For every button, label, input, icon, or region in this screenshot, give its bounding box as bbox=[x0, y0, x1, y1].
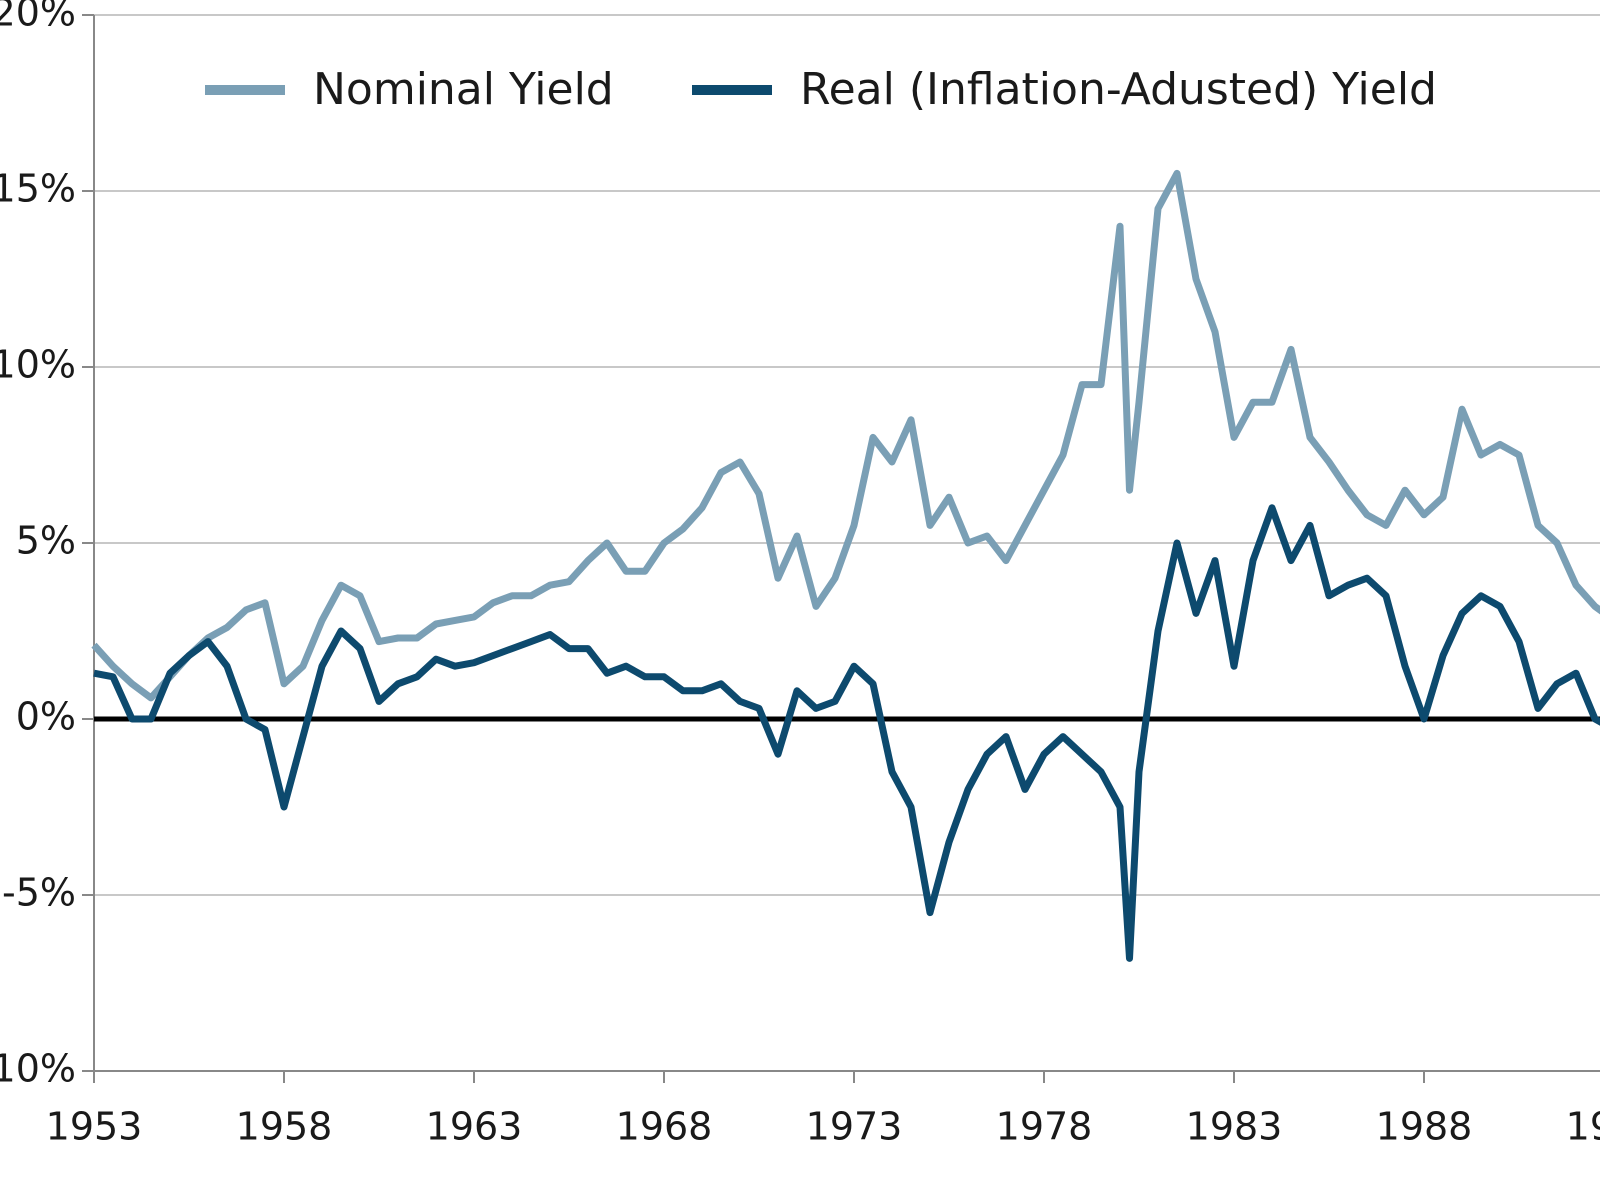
y-tick-label: 15% bbox=[0, 167, 76, 211]
y-tick-label: 5% bbox=[16, 519, 76, 563]
legend-label: Real (Inflation-Adusted) Yield bbox=[800, 64, 1437, 115]
x-tick-label: 1958 bbox=[236, 1105, 333, 1149]
x-tick-label: 1963 bbox=[426, 1105, 523, 1149]
y-tick-label: 0% bbox=[16, 695, 76, 739]
x-tick-label: 1968 bbox=[616, 1105, 713, 1149]
x-tick-label: 1978 bbox=[996, 1105, 1093, 1149]
y-tick-label: 20% bbox=[0, 0, 76, 35]
x-tick-label: 1973 bbox=[806, 1105, 903, 1149]
series-line bbox=[93, 504, 1600, 962]
y-tick-label: -5% bbox=[2, 871, 76, 915]
x-tick-label: 1953 bbox=[46, 1105, 143, 1149]
y-tick-label: -10% bbox=[0, 1047, 76, 1091]
legend-label: Nominal Yield bbox=[313, 64, 614, 115]
series-line bbox=[91, 169, 1600, 702]
x-tick-label: 1993 bbox=[1566, 1105, 1600, 1149]
y-tick-label: 10% bbox=[0, 343, 76, 387]
x-tick-label: 1983 bbox=[1186, 1105, 1283, 1149]
x-tick-label: 1988 bbox=[1376, 1105, 1473, 1149]
